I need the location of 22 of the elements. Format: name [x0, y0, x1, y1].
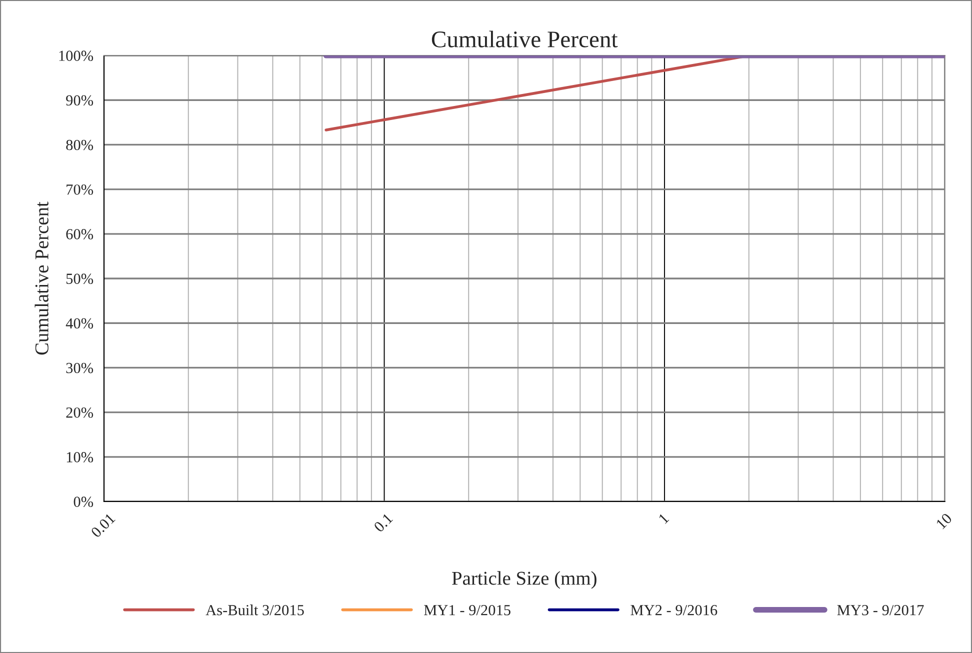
chart-title: Cumulative Percent — [432, 30, 618, 48]
y-tick-label: 40% — [66, 318, 94, 329]
x-axis-title: Particle Size (mm) — [452, 571, 596, 589]
y-tick-label: 10% — [66, 452, 94, 462]
legend-label: As-Built 3/2015 — [206, 604, 304, 616]
y-tick-label: 30% — [66, 362, 94, 374]
x-tick-label: 0.1 — [373, 512, 394, 533]
y-tick-label: 60% — [66, 229, 94, 240]
y-tick-label: 0% — [74, 496, 94, 508]
y-tick-label: 80% — [66, 140, 94, 150]
y-tick-label: 20% — [66, 407, 94, 418]
y-tick-label: 100% — [59, 50, 94, 62]
legend-label: MY3 - 9/2017 — [837, 604, 924, 616]
x-tick-label: 10 — [936, 512, 952, 530]
legend-label: MY1 - 9/2015 — [424, 604, 510, 616]
x-tick-label: 0.01 — [90, 512, 116, 538]
x-tick-label: 1 — [658, 512, 670, 524]
legend-label: MY2 - 9/2016 — [630, 604, 718, 616]
y-axis-title: Cumulative Percent — [34, 202, 48, 355]
y-tick-label: 50% — [66, 274, 94, 284]
y-tick-label: 90% — [66, 95, 94, 106]
y-tick-label: 70% — [66, 184, 94, 195]
